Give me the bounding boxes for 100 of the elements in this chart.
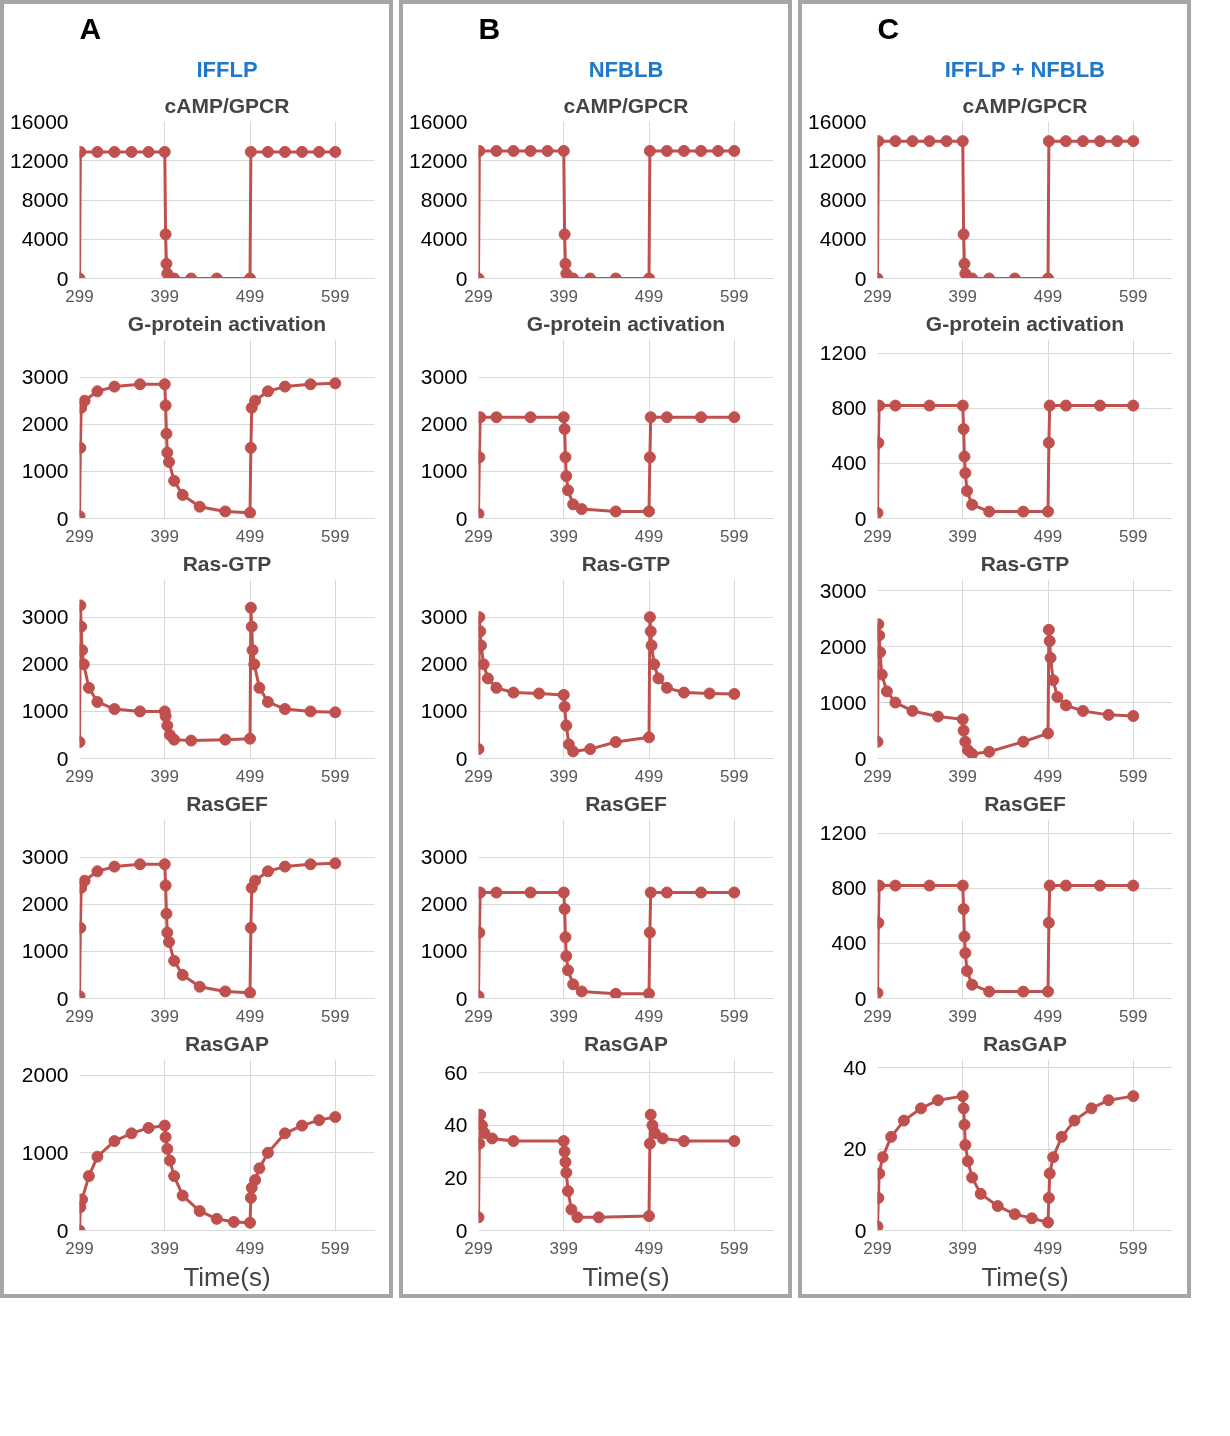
point	[643, 505, 656, 518]
point	[161, 926, 174, 939]
x-tick-label: 499	[634, 286, 664, 306]
y-tick-label: 3000	[420, 365, 468, 389]
y-tick-label: 60	[444, 1060, 468, 1084]
point	[565, 1203, 578, 1216]
point	[248, 658, 261, 671]
point	[1042, 135, 1055, 148]
point	[956, 399, 969, 412]
x-tick-label: 399	[150, 286, 179, 306]
x-tick-label: 399	[948, 286, 977, 306]
x-tick-label: 599	[321, 286, 350, 306]
point	[562, 964, 575, 977]
point	[983, 745, 996, 758]
point	[558, 1145, 571, 1158]
point	[163, 1154, 176, 1167]
point	[1055, 1130, 1068, 1143]
point	[559, 451, 572, 464]
point	[244, 921, 257, 934]
y-tick-label: 1000	[21, 939, 69, 963]
x-tick-label: 599	[1119, 526, 1148, 546]
point	[1102, 1094, 1115, 1107]
x-tick-label: 499	[1033, 1238, 1063, 1258]
chart-title: RasGEF	[984, 791, 1067, 815]
point	[562, 484, 575, 497]
point	[643, 731, 656, 744]
point	[210, 1212, 223, 1225]
point	[877, 668, 888, 681]
point	[91, 695, 104, 708]
point	[1043, 879, 1056, 892]
x-tick-label: 499	[235, 1238, 265, 1258]
y-tick-label: 1200	[819, 341, 867, 365]
point	[932, 1094, 945, 1107]
point	[91, 385, 104, 398]
point	[567, 745, 580, 758]
point	[695, 886, 708, 899]
point	[79, 874, 91, 887]
point	[1017, 985, 1030, 998]
y-tick-label: 4000	[819, 227, 867, 251]
point	[193, 980, 206, 993]
point	[660, 411, 673, 424]
point	[957, 228, 970, 241]
y-tick-label: 1000	[420, 939, 468, 963]
point	[558, 903, 571, 915]
y-tick-label: 3000	[21, 845, 69, 869]
x-axis-title: Time(s)	[183, 1261, 271, 1292]
point	[940, 135, 953, 148]
y-tick-label: 2000	[21, 412, 69, 436]
point	[1094, 135, 1107, 148]
point	[966, 1171, 979, 1184]
chart-title: cAMP/GPCR	[962, 93, 1088, 117]
point	[974, 1187, 987, 1200]
point	[885, 1130, 898, 1143]
point	[1059, 879, 1072, 892]
chart-title: G-protein activation	[925, 311, 1125, 335]
point	[79, 658, 90, 671]
point	[296, 1119, 309, 1132]
point	[957, 724, 970, 737]
x-tick-label: 399	[948, 526, 977, 546]
point	[1043, 635, 1056, 648]
point	[244, 441, 257, 454]
point	[524, 411, 537, 424]
chart-title: cAMP/GPCR	[563, 93, 689, 117]
point	[533, 687, 546, 700]
x-tick-label: 499	[235, 286, 265, 306]
point	[643, 987, 656, 999]
point	[244, 1191, 257, 1204]
point	[82, 1170, 95, 1183]
point	[643, 1210, 656, 1223]
point	[575, 503, 588, 516]
y-tick-label: 3000	[21, 605, 69, 629]
point	[193, 1205, 206, 1218]
point	[91, 865, 104, 878]
point	[185, 734, 198, 747]
point	[313, 1114, 326, 1127]
point	[219, 733, 232, 746]
y-tick-label: 1000	[21, 1140, 69, 1164]
point	[728, 411, 741, 424]
point	[1047, 1151, 1060, 1164]
point	[991, 1200, 1004, 1213]
x-tick-label: 399	[549, 1238, 578, 1258]
point	[1042, 727, 1055, 740]
point	[609, 736, 622, 748]
point	[1043, 1167, 1056, 1180]
x-tick-label: 599	[1119, 1006, 1148, 1026]
point	[490, 411, 503, 424]
point	[889, 399, 902, 412]
point	[897, 1114, 910, 1127]
point	[961, 1155, 974, 1168]
y-tick-label: 8000	[819, 188, 867, 211]
point	[567, 498, 580, 511]
point	[1042, 436, 1055, 449]
point	[329, 377, 342, 390]
y-tick-label: 800	[831, 396, 867, 420]
point	[695, 411, 708, 424]
point	[108, 1135, 121, 1148]
text: C	[877, 11, 900, 45]
point	[728, 687, 741, 700]
point	[176, 488, 189, 501]
chart-title: G-protein activation	[526, 311, 726, 335]
